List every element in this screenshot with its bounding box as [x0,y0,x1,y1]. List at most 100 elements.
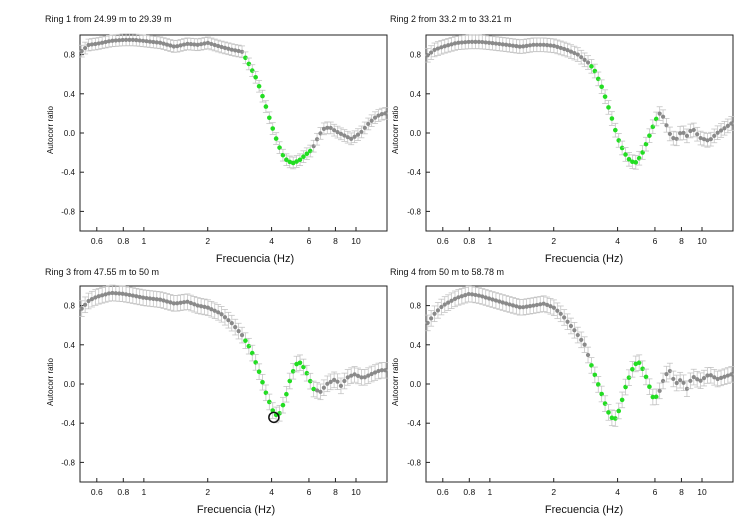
data-point-selected [636,155,642,161]
data-point [487,40,492,45]
data-point-selected [595,76,601,82]
data-point-selected [643,141,649,147]
x-tick-label: 0.6 [437,236,449,246]
data-point-selected [602,401,608,406]
data-point [435,308,441,313]
data-point [538,42,543,47]
y-tick-label: 0.4 [64,341,76,350]
x-tick-label: 8 [679,236,684,246]
data-point [429,50,434,55]
data-point [93,295,98,300]
data-point [226,46,231,51]
data-point [439,45,444,50]
data-point [657,111,662,116]
data-point [100,293,105,298]
data-point [708,137,713,142]
data-point-selected [619,145,625,151]
y-axis-label: Autocorr ratio [391,105,400,154]
data-point [181,300,187,305]
data-point [585,60,591,65]
data-point [562,315,567,320]
data-point [568,323,574,329]
data-point [463,293,468,298]
data-point-selected [623,152,628,157]
data-point [314,388,320,393]
data-point [442,44,447,49]
data-point [466,39,471,45]
data-point [236,328,241,334]
data-point [531,42,536,47]
data-point [432,311,437,316]
data-point [181,42,187,47]
data-point [480,39,485,45]
data-point [718,128,724,133]
data-point [490,297,495,302]
data-point [130,293,135,298]
data-point [452,41,458,46]
data-point-selected [592,68,598,74]
data-point-selected [297,157,303,163]
data-point [332,377,337,382]
data-point [178,43,183,48]
data-point [383,368,388,373]
data-point-selected [613,416,618,421]
chart-panel-ring-3: Ring 3 from 47.55 m to 50 m Autocorr rat… [45,267,389,516]
data-point-selected [280,402,286,408]
data-point [352,134,357,139]
data-point [691,374,696,380]
data-point [130,37,135,43]
data-point [446,43,451,48]
data-point [328,379,333,384]
data-point [345,375,350,380]
data-point [476,293,481,298]
data-point [718,375,724,380]
data-point [345,135,350,140]
data-point [579,55,584,60]
y-tick-label: 0.8 [410,51,422,60]
data-point [439,304,444,310]
data-point [205,305,211,310]
data-point [328,125,333,131]
data-point [83,302,88,307]
chart-panel-ring-2: Ring 2 from 33.2 m to 33.21 m Autocorr r… [390,14,735,265]
x-tick-label: 6 [307,236,312,246]
data-point [338,383,344,388]
plot-area: 0.8 0.4 0.0 -0.4 -0.8 0.6 0.8 1 2 4 6 8 10 [61,284,389,497]
data-point-selected [609,116,615,121]
x-axis-label: Frecuencia (Hz) [545,253,623,265]
data-point [117,291,122,296]
data-point-selected [284,157,289,163]
data-point [493,298,499,303]
data-point-selected [616,138,622,143]
x-tick-label: 0.8 [463,236,475,246]
data-point-selected [249,68,255,73]
data-point [195,42,200,47]
data-point [572,50,577,56]
data-point-selected [284,391,289,397]
data-point-selected [256,369,262,375]
data-point [209,41,214,47]
data-point [534,302,539,308]
x-tick-label: 4 [269,236,274,246]
data-point [185,299,190,304]
data-point [161,41,166,46]
data-point [147,39,153,44]
plot-area: 0.8 0.4 0.0 -0.4 -0.8 0.6 0.8 1 2 4 6 8 10 [407,285,735,497]
data-point [369,371,374,377]
data-point [359,129,364,135]
data-point [175,44,180,49]
plot-area: 0.8 0.4 0.0 -0.4 -0.8 0.6 0.8 1 2 4 6 8 10 [407,34,735,246]
data-point [473,292,478,298]
data-point [483,40,488,45]
data-point [507,302,512,307]
data-point [582,57,587,62]
data-point [120,37,125,43]
x-tick-label: 6 [653,487,658,497]
data-point [198,42,204,47]
x-tick-label: 1 [141,487,146,497]
data-point [318,389,323,394]
data-point [490,41,495,46]
x-tick-label: 0.8 [463,487,475,497]
data-point [575,52,580,57]
data-point [715,376,720,382]
